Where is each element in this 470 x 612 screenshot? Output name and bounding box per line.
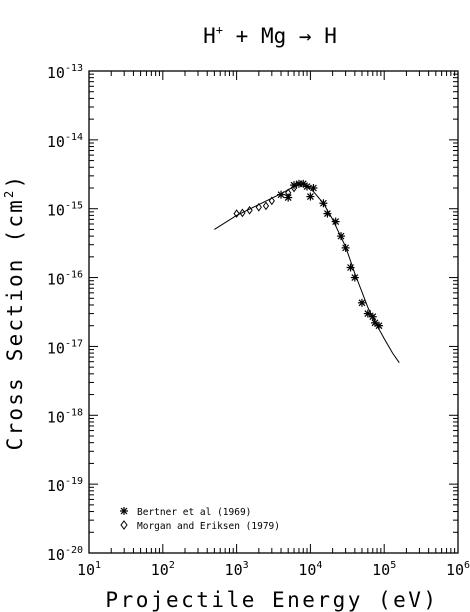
y-tick-label: 10-15 — [47, 201, 83, 220]
y-axis-label-sup: 2 — [2, 189, 16, 198]
diamond-marker — [262, 201, 270, 211]
y-axis-label-main: Cross Section (cm — [3, 198, 27, 450]
title-ion: H — [203, 24, 216, 48]
diamond-marker — [233, 209, 240, 218]
y-tick-label: 10-16 — [47, 270, 83, 289]
asterisk-marker — [337, 232, 346, 241]
title-plus: + — [236, 24, 249, 48]
x-tick-labels: 101 102 103 104 105 106 — [77, 560, 470, 579]
y-tick-base: 10 — [47, 271, 65, 289]
asterisk-marker — [303, 182, 312, 191]
y-tick-label: 10-14 — [47, 132, 83, 151]
asterisk-marker — [363, 309, 372, 318]
legend-label-morgan: Morgan and Eriksen (1979) — [137, 521, 280, 532]
asterisk-marker — [331, 217, 340, 226]
y-tick-label: 10-18 — [47, 407, 83, 426]
title-target: Mg — [261, 24, 286, 48]
y-tick-base: 10 — [47, 546, 65, 564]
y-tick-base: 10 — [47, 202, 65, 220]
x-tick-base: 10 — [225, 561, 243, 579]
y-tick-base: 10 — [47, 408, 65, 426]
y-tick-exp: -19 — [65, 476, 83, 487]
asterisk-marker — [309, 183, 318, 192]
x-tick-label: 104 — [298, 560, 322, 579]
x-axis-label: Projectile Energy (eV) — [105, 588, 438, 612]
legend-diamond-icon — [120, 520, 128, 530]
diamond-marker — [246, 205, 253, 215]
x-tick-label: 101 — [77, 560, 101, 579]
y-tick-exp: -14 — [65, 132, 83, 143]
x-tick-label: 105 — [372, 560, 396, 579]
x-tick-base: 10 — [77, 561, 95, 579]
legend-asterisk-icon — [120, 507, 128, 515]
asterisk-marker — [346, 263, 355, 272]
plot-frame — [88, 70, 459, 554]
asterisk-marker — [277, 190, 286, 199]
asterisk-marker — [323, 209, 332, 218]
diamond-marker — [290, 183, 298, 193]
diamond-marker — [285, 188, 292, 198]
asterisk-marker — [341, 243, 350, 252]
y-axis-label-close: ) — [3, 174, 27, 189]
asterisk-marker — [319, 199, 328, 208]
diamond-marker — [268, 196, 275, 206]
y-tick-label: 10-19 — [47, 476, 83, 495]
svg-text:H+ + Mg → H: H+ + Mg → H — [203, 23, 337, 48]
y-tick-label: 10-17 — [47, 338, 83, 357]
x-tick-label: 102 — [151, 560, 175, 579]
y-tick-base: 10 — [47, 477, 65, 495]
y-tick-base: 10 — [47, 133, 65, 151]
legend: Bertner et al (1969) Morgan and Eriksen … — [120, 507, 280, 532]
title-arrow: → — [299, 24, 312, 48]
y-tick-exp: -15 — [65, 201, 83, 212]
fit-curve — [214, 183, 400, 364]
x-tick-exp: 1 — [95, 560, 101, 571]
asterisk-marker — [306, 192, 315, 201]
chart-title: H+ + Mg → H — [203, 23, 337, 48]
asterisk-marker — [357, 298, 366, 307]
y-tick-base: 10 — [47, 64, 65, 82]
x-tick-exp: 2 — [169, 560, 175, 571]
y-tick-exp: -20 — [65, 545, 83, 556]
title-product: H — [324, 24, 337, 48]
y-tick-label: 10-13 — [47, 63, 83, 82]
x-tick-base: 10 — [298, 561, 316, 579]
asterisk-marker — [350, 273, 359, 282]
x-tick-exp: 4 — [316, 560, 322, 571]
x-tick-exp: 6 — [464, 560, 470, 571]
y-tick-exp: -17 — [65, 338, 83, 349]
x-tick-exp: 3 — [243, 560, 249, 571]
legend-label-bertner: Bertner et al (1969) — [137, 507, 251, 518]
axis-ticks — [89, 71, 458, 553]
asterisk-marker — [368, 312, 377, 321]
data-markers — [233, 179, 383, 330]
x-tick-base: 10 — [151, 561, 169, 579]
x-tick-label: 106 — [446, 560, 470, 579]
y-tick-base: 10 — [47, 339, 65, 357]
y-tick-exp: -13 — [65, 63, 83, 74]
diamond-marker — [255, 202, 262, 212]
asterisk-marker — [370, 318, 379, 327]
y-tick-exp: -18 — [65, 407, 83, 418]
y-tick-exp: -16 — [65, 270, 83, 281]
x-tick-base: 10 — [446, 561, 464, 579]
x-tick-base: 10 — [372, 561, 390, 579]
diamond-marker — [239, 208, 246, 218]
x-tick-label: 103 — [225, 560, 249, 579]
y-tick-label: 10-20 — [47, 545, 83, 564]
y-axis-label: Cross Section (cm2) — [2, 174, 27, 451]
asterisk-marker — [284, 193, 293, 202]
x-tick-exp: 5 — [390, 560, 396, 571]
title-charge: + — [216, 23, 223, 37]
asterisk-marker — [374, 321, 383, 330]
